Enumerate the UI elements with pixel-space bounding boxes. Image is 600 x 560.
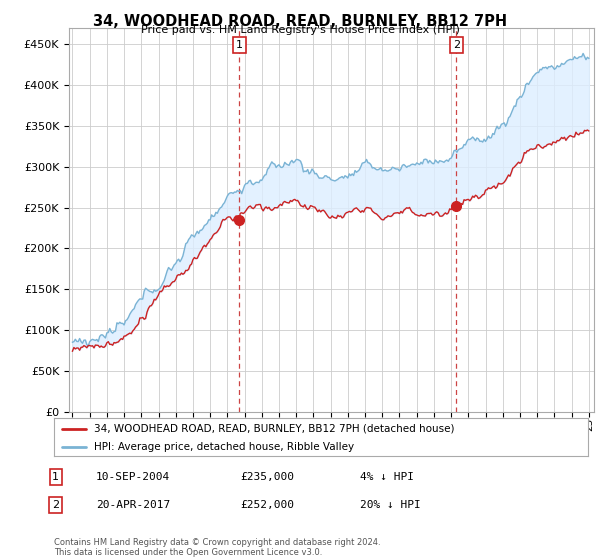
Text: 1: 1 — [236, 40, 243, 50]
Text: 2: 2 — [52, 500, 59, 510]
Text: Contains HM Land Registry data © Crown copyright and database right 2024.
This d: Contains HM Land Registry data © Crown c… — [54, 538, 380, 557]
Text: 10-SEP-2004: 10-SEP-2004 — [96, 472, 170, 482]
Text: 20-APR-2017: 20-APR-2017 — [96, 500, 170, 510]
Text: 4% ↓ HPI: 4% ↓ HPI — [360, 472, 414, 482]
Text: 1: 1 — [52, 472, 59, 482]
Text: HPI: Average price, detached house, Ribble Valley: HPI: Average price, detached house, Ribb… — [94, 442, 354, 452]
Text: £235,000: £235,000 — [240, 472, 294, 482]
Text: 2: 2 — [453, 40, 460, 50]
Text: 34, WOODHEAD ROAD, READ, BURNLEY, BB12 7PH (detached house): 34, WOODHEAD ROAD, READ, BURNLEY, BB12 7… — [94, 424, 455, 434]
Text: Price paid vs. HM Land Registry's House Price Index (HPI): Price paid vs. HM Land Registry's House … — [140, 25, 460, 35]
Text: £252,000: £252,000 — [240, 500, 294, 510]
Text: 34, WOODHEAD ROAD, READ, BURNLEY, BB12 7PH: 34, WOODHEAD ROAD, READ, BURNLEY, BB12 7… — [93, 14, 507, 29]
Text: 20% ↓ HPI: 20% ↓ HPI — [360, 500, 421, 510]
